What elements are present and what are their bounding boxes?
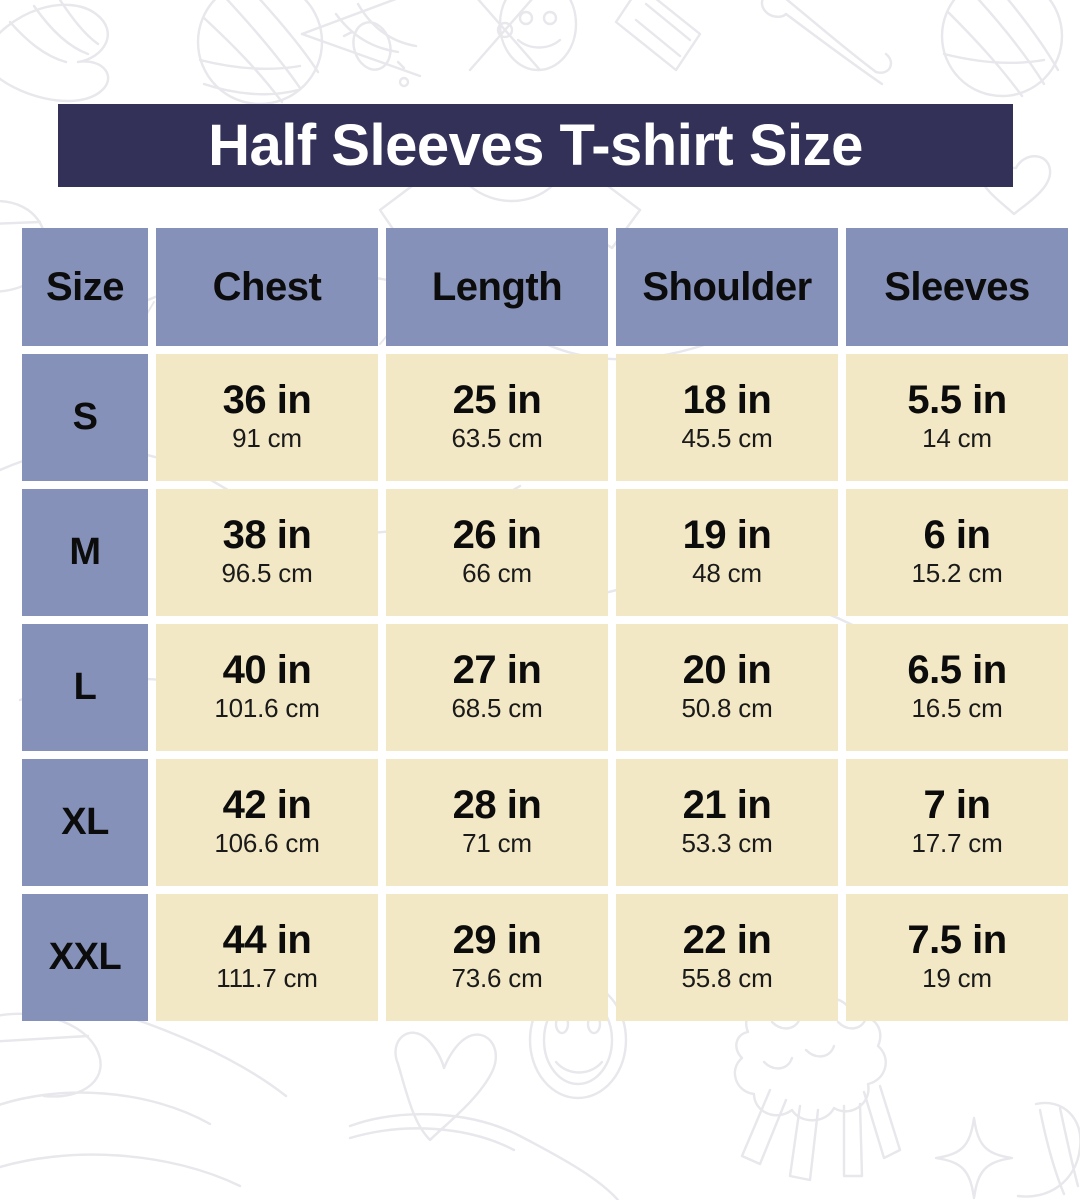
- cell-shoulder: 18 in 45.5 cm: [616, 354, 838, 481]
- table-row: XXL 44 in 111.7 cm 29 in 73.6 cm 22 in 5…: [22, 894, 1068, 1021]
- size-label: XL: [22, 759, 148, 886]
- value-centimeters: 68.5 cm: [451, 693, 543, 724]
- value-centimeters: 91 cm: [232, 423, 302, 454]
- cell-sleeves: 7.5 in 19 cm: [846, 894, 1068, 1021]
- cell-sleeves: 7 in 17.7 cm: [846, 759, 1068, 886]
- value-inches: 7 in: [923, 783, 991, 828]
- value-centimeters: 101.6 cm: [214, 693, 320, 724]
- value-centimeters: 73.6 cm: [451, 963, 543, 994]
- value-inches: 7.5 in: [907, 918, 1007, 963]
- column-header-sleeves: Sleeves: [846, 228, 1068, 346]
- table-row: M 38 in 96.5 cm 26 in 66 cm 19 in 48 cm …: [22, 489, 1068, 616]
- value-inches: 21 in: [682, 783, 772, 828]
- knitting-needles-icon: [300, 0, 422, 88]
- value-centimeters: 106.6 cm: [214, 828, 320, 859]
- size-label: S: [22, 354, 148, 481]
- cell-shoulder: 20 in 50.8 cm: [616, 624, 838, 751]
- column-header-chest: Chest: [156, 228, 378, 346]
- value-inches: 20 in: [682, 648, 772, 693]
- column-header-shoulder: Shoulder: [616, 228, 838, 346]
- value-centimeters: 48 cm: [692, 558, 762, 589]
- value-inches: 5.5 in: [907, 378, 1007, 423]
- value-inches: 22 in: [682, 918, 772, 963]
- size-label: M: [22, 489, 148, 616]
- value-centimeters: 14 cm: [922, 423, 992, 454]
- cell-chest: 36 in 91 cm: [156, 354, 378, 481]
- value-centimeters: 66 cm: [462, 558, 532, 589]
- value-inches: 6.5 in: [907, 648, 1007, 693]
- cell-shoulder: 21 in 53.3 cm: [616, 759, 838, 886]
- cell-chest: 42 in 106.6 cm: [156, 759, 378, 886]
- value-centimeters: 50.8 cm: [681, 693, 773, 724]
- value-centimeters: 17.7 cm: [911, 828, 1003, 859]
- value-centimeters: 71 cm: [462, 828, 532, 859]
- sparkle-icon: [934, 1116, 1014, 1200]
- value-centimeters: 45.5 cm: [681, 423, 773, 454]
- size-label: XXL: [22, 894, 148, 1021]
- table-row: S 36 in 91 cm 25 in 63.5 cm 18 in 45.5 c…: [22, 354, 1068, 481]
- size-label: L: [22, 624, 148, 751]
- table-row: XL 42 in 106.6 cm 28 in 71 cm 21 in 53.3…: [22, 759, 1068, 886]
- size-chart-table: Size Chest Length Shoulder Sleeves S 36 …: [14, 220, 1076, 1029]
- page-title: Half Sleeves T-shirt Size: [208, 112, 863, 178]
- yarn-strand: [0, 1012, 288, 1188]
- value-centimeters: 53.3 cm: [681, 828, 773, 859]
- cell-shoulder: 19 in 48 cm: [616, 489, 838, 616]
- value-inches: 44 in: [222, 918, 312, 963]
- value-centimeters: 111.7 cm: [216, 963, 318, 994]
- table-row: L 40 in 101.6 cm 27 in 68.5 cm 20 in 50.…: [22, 624, 1068, 751]
- column-header-length: Length: [386, 228, 608, 346]
- button-icon: [498, 0, 578, 72]
- value-inches: 19 in: [682, 513, 772, 558]
- cell-sleeves: 6 in 15.2 cm: [846, 489, 1068, 616]
- value-inches: 18 in: [682, 378, 772, 423]
- cell-length: 29 in 73.6 cm: [386, 894, 608, 1021]
- cell-chest: 44 in 111.7 cm: [156, 894, 378, 1021]
- value-inches: 6 in: [923, 513, 991, 558]
- cell-sleeves: 6.5 in 16.5 cm: [846, 624, 1068, 751]
- cell-chest: 38 in 96.5 cm: [156, 489, 378, 616]
- cell-length: 25 in 63.5 cm: [386, 354, 608, 481]
- value-centimeters: 55.8 cm: [681, 963, 773, 994]
- yarn-ball-icon: [196, 0, 324, 106]
- value-inches: 25 in: [452, 378, 542, 423]
- chart-title-bar: Half Sleeves T-shirt Size: [58, 104, 1013, 187]
- cell-chest: 40 in 101.6 cm: [156, 624, 378, 751]
- cell-sleeves: 5.5 in 14 cm: [846, 354, 1068, 481]
- knitting-needles-icon: [468, 0, 542, 72]
- value-inches: 26 in: [452, 513, 542, 558]
- value-inches: 29 in: [452, 918, 542, 963]
- value-inches: 28 in: [452, 783, 542, 828]
- yarn-ball-icon: [940, 0, 1064, 98]
- thread-spool-icon: [614, 0, 702, 72]
- cell-length: 26 in 66 cm: [386, 489, 608, 616]
- value-inches: 27 in: [452, 648, 542, 693]
- column-header-size: Size: [22, 228, 148, 346]
- cell-shoulder: 22 in 55.8 cm: [616, 894, 838, 1021]
- value-centimeters: 96.5 cm: [221, 558, 313, 589]
- yarn-ball-icon: [1016, 1101, 1080, 1198]
- value-inches: 38 in: [222, 513, 312, 558]
- cell-length: 28 in 71 cm: [386, 759, 608, 886]
- cell-length: 27 in 68.5 cm: [386, 624, 608, 751]
- value-inches: 40 in: [222, 648, 312, 693]
- value-centimeters: 16.5 cm: [911, 693, 1003, 724]
- yarn-skein-icon: [0, 0, 110, 103]
- table-header-row: Size Chest Length Shoulder Sleeves: [22, 228, 1068, 346]
- value-centimeters: 63.5 cm: [451, 423, 543, 454]
- safety-pin-icon: [760, 0, 893, 86]
- value-inches: 36 in: [222, 378, 312, 423]
- value-inches: 42 in: [222, 783, 312, 828]
- heart-yarn-icon: [348, 1031, 620, 1200]
- value-centimeters: 15.2 cm: [911, 558, 1003, 589]
- value-centimeters: 19 cm: [922, 963, 992, 994]
